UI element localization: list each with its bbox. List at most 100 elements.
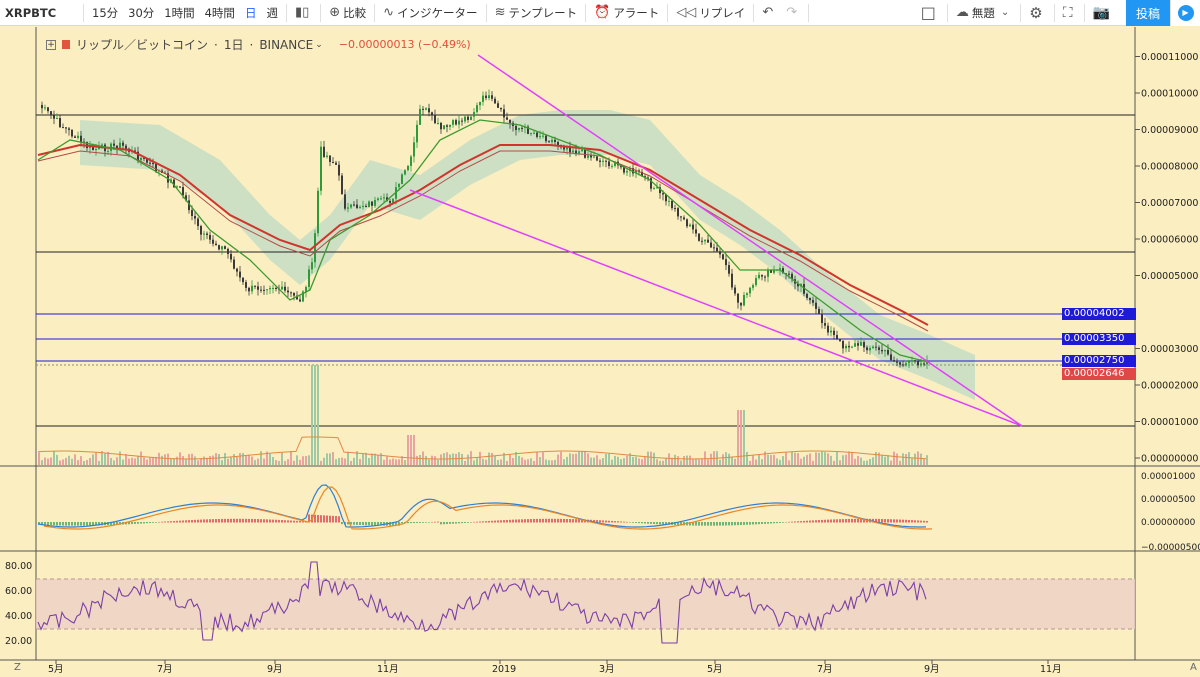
upper-trendline — [477, 54, 1023, 427]
candle-body — [545, 135, 547, 142]
macd-histogram-bar — [212, 519, 214, 523]
alert-button[interactable]: ⏰ アラート — [589, 0, 664, 26]
candle-body — [686, 219, 688, 227]
macd-histogram-bar — [59, 522, 61, 526]
volume-bar — [464, 460, 466, 465]
macd-histogram-bar — [785, 522, 787, 523]
settings-button[interactable]: ⚙ — [1024, 0, 1050, 26]
expand-icon[interactable]: + — [46, 39, 56, 50]
snapshot-button[interactable]: 📷 — [1088, 0, 1118, 26]
layout-name: 無題 — [971, 5, 995, 20]
chevron-down-icon[interactable]: ⌄ — [315, 39, 323, 50]
macd-histogram-bar — [416, 522, 418, 523]
volume-bar — [299, 459, 301, 465]
layout-toggle-button[interactable]: □ — [916, 0, 944, 26]
layout-name-button[interactable]: ☁ 無題 ⌄ — [951, 0, 1017, 26]
fullscreen-button[interactable]: ⛶ — [1058, 0, 1081, 26]
macd-histogram-bar — [425, 522, 427, 523]
interval-15m[interactable]: 15分 — [87, 0, 123, 26]
candle-body — [41, 104, 43, 109]
indicators-label: インジケーター — [397, 5, 478, 20]
volume-bar — [884, 456, 886, 465]
volume-bar — [581, 451, 583, 465]
corner-right[interactable]: A — [1190, 662, 1197, 673]
rsi-axis-ticks: 80.00 60.00 40.00 20.00 — [5, 561, 32, 647]
macd-histogram-bar — [824, 519, 826, 523]
volume-bar — [389, 459, 391, 465]
flag-icon[interactable] — [62, 40, 70, 49]
volume-bar — [41, 460, 43, 465]
templates-button[interactable]: ≋ テンプレート — [490, 0, 583, 26]
candle-body — [491, 95, 493, 99]
macd-histogram-bar — [371, 522, 373, 526]
volume-bar — [698, 459, 700, 465]
macd-histogram-bar — [908, 519, 910, 523]
price-chart[interactable]: 0.00011000 0.00010000 0.00009000 0.00008000… — [0, 27, 1200, 677]
macd-histogram-bar — [623, 521, 625, 523]
macd-histogram-bar — [854, 518, 856, 523]
time-tick-label: 7月 — [157, 664, 173, 675]
chart-type-button[interactable]: ▮▯ — [290, 0, 317, 26]
redo-button[interactable]: ↷ — [781, 0, 805, 26]
replay-button[interactable]: ◁◁ リプレイ — [671, 0, 750, 26]
macd-histogram-bar — [638, 522, 640, 524]
candle-body — [74, 136, 76, 138]
macd-histogram-bar — [455, 522, 457, 524]
price-label-1: 0.00004002 — [1062, 308, 1136, 320]
time-tick-label: 11月 — [1040, 664, 1062, 675]
candle-body — [386, 197, 388, 201]
candle-body — [596, 156, 598, 161]
candle-body — [821, 313, 823, 324]
interval-1h[interactable]: 1時間 — [159, 0, 199, 26]
volume-bar — [842, 455, 844, 465]
candle-body — [521, 127, 523, 129]
volume-bar — [233, 454, 235, 465]
interval-30m[interactable]: 30分 — [123, 0, 159, 26]
macd-histogram-bar — [467, 522, 469, 523]
volume-bar — [635, 456, 637, 465]
candle-body — [326, 155, 328, 157]
macd-histogram-bar — [572, 519, 574, 523]
compare-button[interactable]: ⊕ 比較 — [324, 0, 371, 26]
divider — [285, 3, 287, 22]
interval-1w[interactable]: 週 — [261, 0, 283, 26]
trendlines[interactable] — [409, 54, 1023, 427]
candle-body — [566, 147, 568, 150]
macd-histogram-bar — [320, 515, 322, 523]
candle-body — [764, 276, 766, 278]
divider — [83, 3, 84, 22]
candle-body — [755, 278, 757, 286]
candle-body — [95, 149, 97, 151]
volume-bar — [257, 458, 259, 465]
horizontal-lines[interactable] — [36, 114, 1135, 427]
legend-change: −0.00000013 (−0.49%) — [338, 38, 471, 51]
rsi-tick-label: 80.00 — [5, 561, 32, 572]
post-button[interactable]: 投稿 — [1126, 0, 1170, 26]
volume-bar — [341, 457, 343, 465]
interval-1d[interactable]: 日 — [240, 0, 262, 26]
symbol-search[interactable]: XRPBTC — [0, 0, 80, 26]
indicators-button[interactable]: ∿ インジケーター — [378, 0, 482, 26]
macd-histogram-bar — [341, 522, 343, 525]
candle-body — [380, 198, 382, 200]
macd-histogram-bar — [644, 522, 646, 524]
macd-histogram-bar — [836, 519, 838, 523]
macd-histogram-bar — [395, 522, 397, 526]
interval-4h[interactable]: 4時間 — [200, 0, 240, 26]
volume-bar — [206, 457, 208, 465]
macd-histogram-bar — [731, 522, 733, 526]
candle-body — [233, 259, 235, 269]
undo-button[interactable]: ↶ — [757, 0, 781, 26]
candle-body — [641, 171, 643, 177]
play-button[interactable]: ▶ — [1170, 0, 1200, 26]
volume-bar — [56, 454, 58, 465]
camera-icon: 📷 — [1092, 4, 1110, 21]
price-tick-label: 0.00006000 — [1141, 235, 1198, 246]
volume-bar — [536, 451, 538, 465]
volume-bar — [131, 457, 133, 465]
volume-bar — [563, 459, 565, 465]
volume-bar — [482, 458, 484, 465]
corner-left[interactable]: Z — [14, 662, 21, 673]
macd-histogram-bar — [515, 519, 517, 523]
volume-bar — [659, 460, 661, 465]
